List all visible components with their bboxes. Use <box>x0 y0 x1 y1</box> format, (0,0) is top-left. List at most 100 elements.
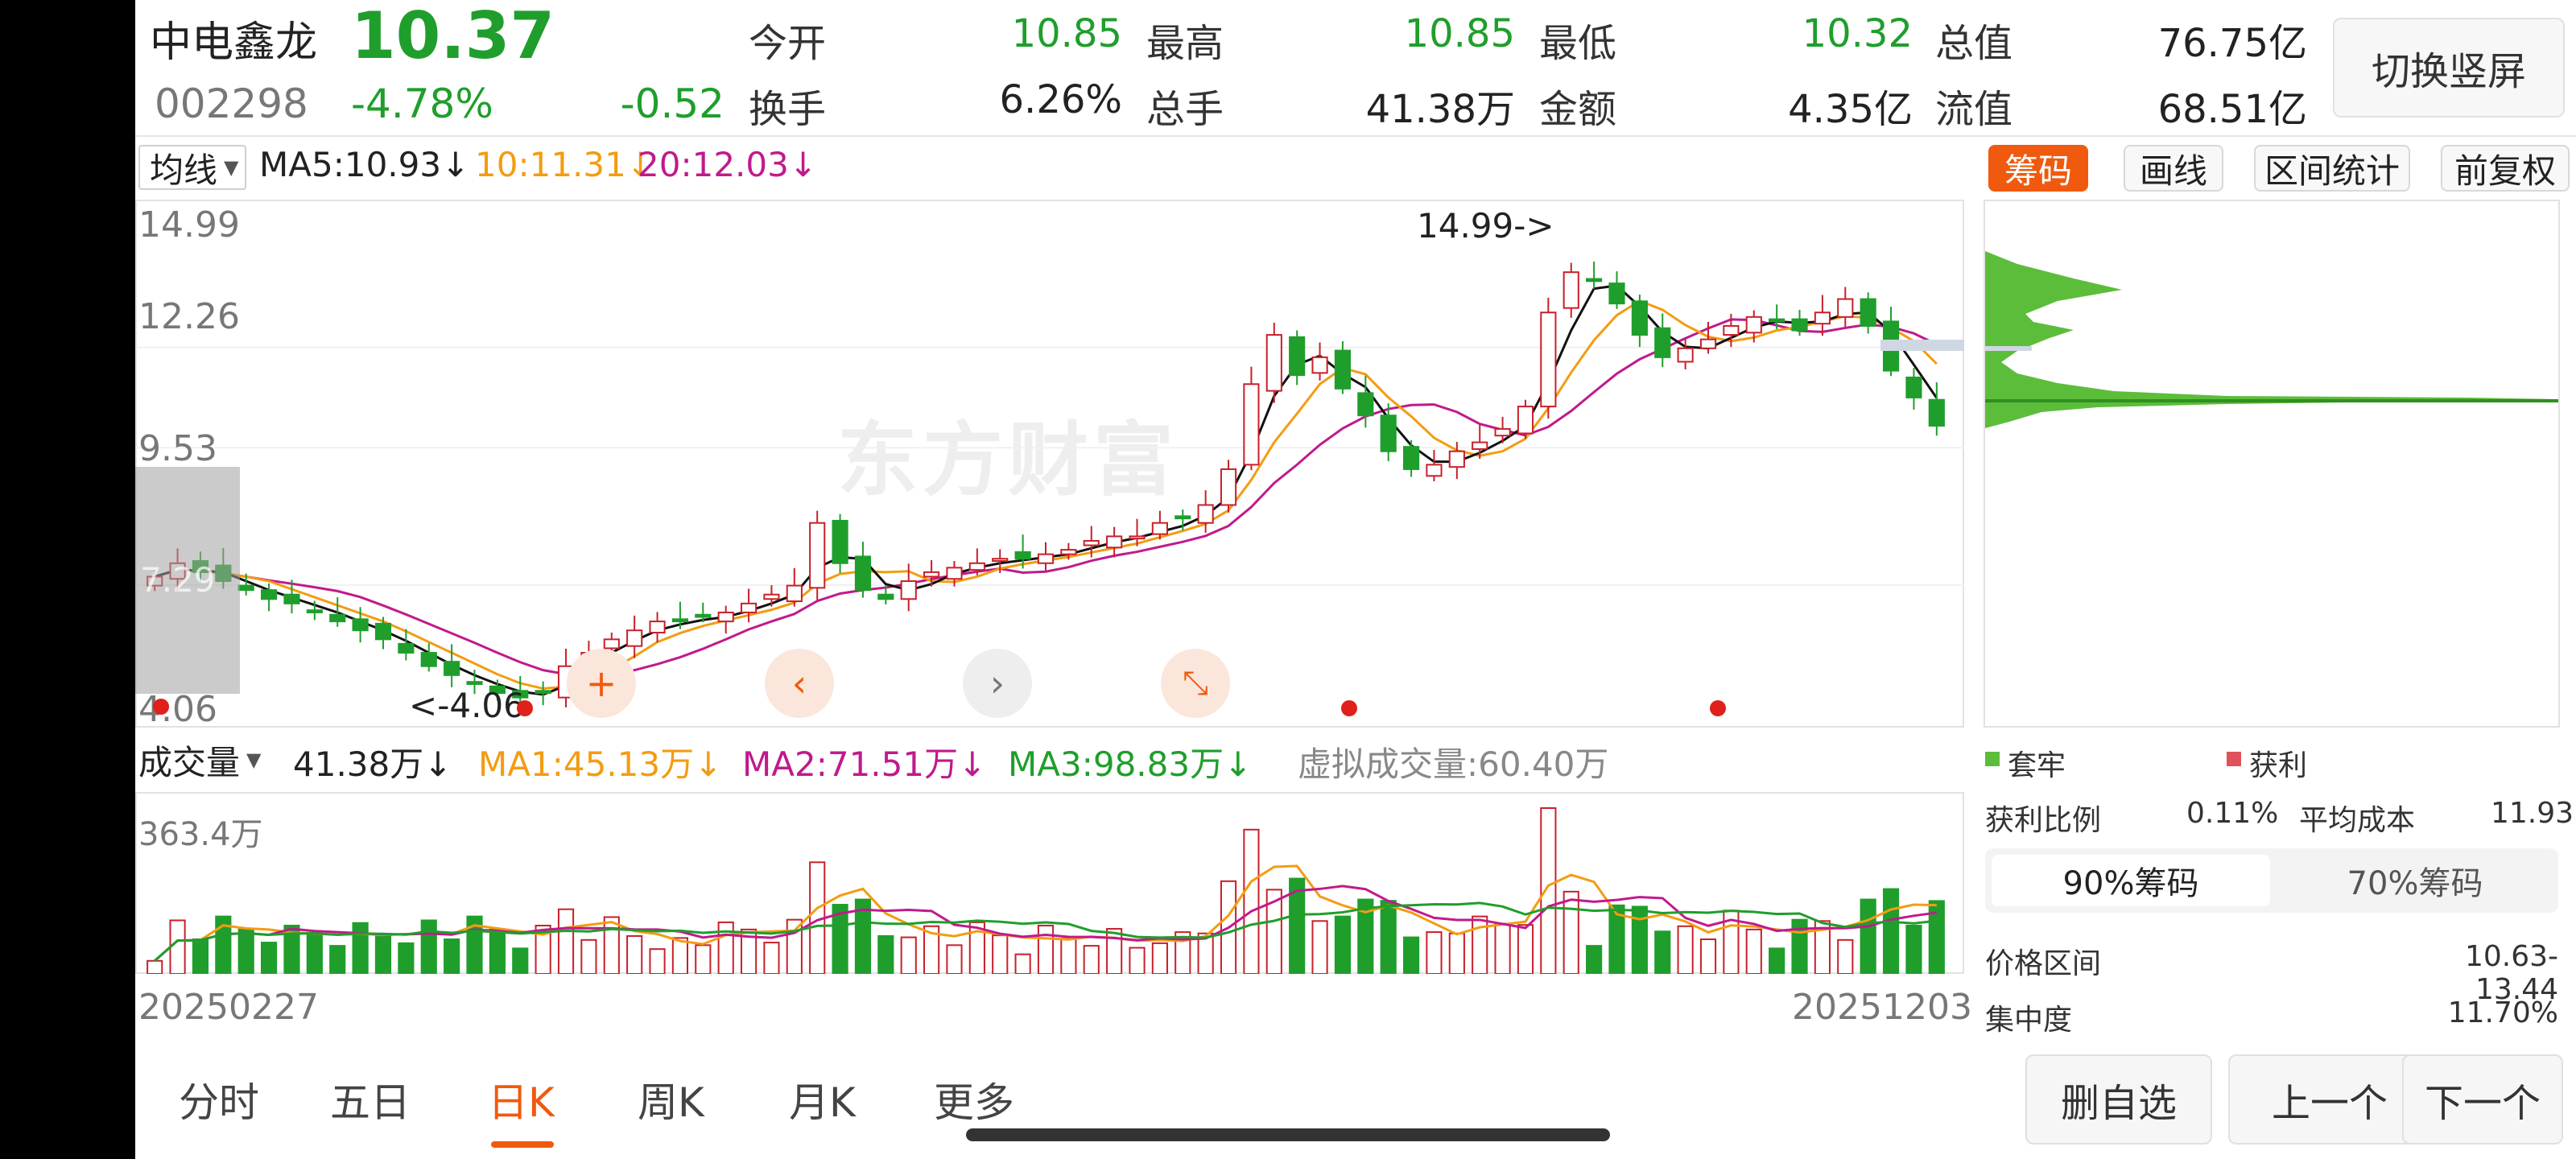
event-dot[interactable] <box>153 699 169 715</box>
amount-value: 4.35亿 <box>1788 87 1913 132</box>
volume-bar <box>169 919 186 974</box>
candle-up <box>1311 356 1328 374</box>
candle-down <box>512 690 529 699</box>
volume-bar <box>306 931 323 974</box>
volume-bar <box>946 944 963 974</box>
switch-portrait-button[interactable]: 切换竖屏 <box>2333 18 2565 118</box>
ma5-value: MA5:10.93↓ <box>259 145 470 184</box>
candle-down <box>352 618 369 632</box>
plus-icon: + <box>585 662 617 705</box>
stock-name: 中电鑫龙 <box>150 19 318 67</box>
candle-up <box>1677 347 1694 363</box>
ma20-polyline <box>154 318 1938 677</box>
zoom-out-button[interactable]: ⤡ <box>1161 649 1230 718</box>
scroll-right-button[interactable]: › <box>963 649 1032 718</box>
candle-down <box>1289 336 1306 377</box>
candle-down <box>1586 278 1603 283</box>
candle-down <box>1654 327 1671 358</box>
turnover-label: 换手 <box>749 87 827 132</box>
ma-selector-label: 均线 <box>150 150 218 190</box>
open-value: 10.85 <box>1011 11 1122 56</box>
remove-favorite-button[interactable]: 删自选 <box>2025 1054 2212 1145</box>
scroll-left-button[interactable]: ‹ <box>765 649 834 718</box>
candle-up <box>992 558 1009 562</box>
ma10-value: 10:11.31↓ <box>475 145 655 184</box>
volume-selector[interactable]: 成交量 ▼ <box>138 737 288 782</box>
price-gridlines <box>135 346 1964 586</box>
candle-down <box>1905 376 1922 398</box>
price-range-value: 10.63-13.44 <box>2464 940 2558 1006</box>
draw-line-button[interactable]: 画线 <box>2124 145 2223 192</box>
candle-up <box>1129 535 1146 540</box>
volume-bar <box>603 916 620 974</box>
volume-bar <box>1311 920 1328 974</box>
event-dot[interactable] <box>1710 700 1726 716</box>
volume-bar <box>1106 928 1123 974</box>
active-tab-indicator <box>491 1141 554 1148</box>
chips-button[interactable]: 筹码 <box>1988 145 2088 192</box>
chevron-left-icon: ‹ <box>791 662 807 705</box>
price-range-label: 价格区间 <box>1985 947 2102 980</box>
volume-bar <box>1197 932 1214 974</box>
candle-down <box>1014 551 1031 560</box>
max-price-marker: 14.99-> <box>1417 206 1554 245</box>
candle-up <box>1448 450 1465 468</box>
home-indicator[interactable] <box>966 1128 1610 1141</box>
volume-bar <box>626 934 643 974</box>
next-stock-button[interactable]: 下一个 <box>2402 1054 2563 1145</box>
tab-five-day[interactable]: 五日 <box>330 1079 411 1126</box>
ma20-line <box>154 318 1938 677</box>
candle-up <box>1220 468 1237 506</box>
tab-more[interactable]: 更多 <box>934 1079 1014 1126</box>
tab-90-chips[interactable]: 90%筹码 <box>1992 855 2270 906</box>
candle-down <box>535 690 551 695</box>
tab-intraday[interactable]: 分时 <box>179 1079 259 1126</box>
candle-down <box>832 519 848 564</box>
candle-up <box>1723 324 1740 336</box>
profit-ratio-value: 0.11% <box>2186 797 2279 830</box>
crosshair-info-box[interactable]: 7.29 <box>135 467 240 694</box>
low-label: 最低 <box>1539 21 1617 66</box>
volume-bar <box>352 922 369 974</box>
concentration-value: 11.70% <box>2447 996 2558 1029</box>
tab-daily-k[interactable]: 日K <box>488 1079 555 1126</box>
tab-monthly-k[interactable]: 月K <box>789 1079 856 1126</box>
volume-bar <box>1426 931 1443 974</box>
volume-bar <box>192 938 209 974</box>
ma-selector[interactable]: 均线 ▼ <box>138 145 246 190</box>
volume-chart[interactable] <box>135 792 1964 974</box>
kline-chart-frame[interactable] <box>135 200 1964 728</box>
event-dot[interactable] <box>1341 700 1357 716</box>
candle-down <box>1174 515 1191 520</box>
crosshair-price: 7.29 <box>140 560 216 600</box>
volume-bar <box>1677 925 1694 974</box>
kline-chart[interactable] <box>135 200 1964 728</box>
fq-button[interactable]: 前复权 <box>2441 145 2570 192</box>
volume-bar <box>261 942 278 974</box>
y-axis-min: 4.06 <box>138 689 217 730</box>
candle-up <box>1563 271 1579 309</box>
volume-bar <box>1928 900 1945 974</box>
y-axis-3: 9.53 <box>138 428 217 469</box>
tab-70-chips[interactable]: 70%筹码 <box>2347 865 2483 902</box>
volume-bar <box>1563 890 1579 974</box>
vol-ma2-line <box>154 885 1938 962</box>
volume-bar <box>1699 938 1717 974</box>
volume-bar <box>1265 889 1282 974</box>
avg-cost-line <box>1880 340 1964 351</box>
candle-down <box>237 584 254 592</box>
zoom-in-button[interactable]: + <box>567 649 636 718</box>
volume-ma-lines <box>154 864 1938 962</box>
volume-bar <box>1083 945 1100 974</box>
chips-distribution <box>1985 251 2558 428</box>
candle-up <box>1699 338 1717 349</box>
event-dot[interactable] <box>517 700 533 716</box>
candle-up <box>809 522 826 589</box>
previous-stock-button[interactable]: 上一个 <box>2228 1054 2431 1145</box>
volume-bar <box>1014 953 1031 974</box>
range-stats-button[interactable]: 区间统计 <box>2254 145 2410 192</box>
volume-bar <box>580 938 597 974</box>
trapped-label: 套牢 <box>2008 749 2066 782</box>
volume-bar <box>1905 924 1922 974</box>
tab-weekly-k[interactable]: 周K <box>638 1079 704 1126</box>
